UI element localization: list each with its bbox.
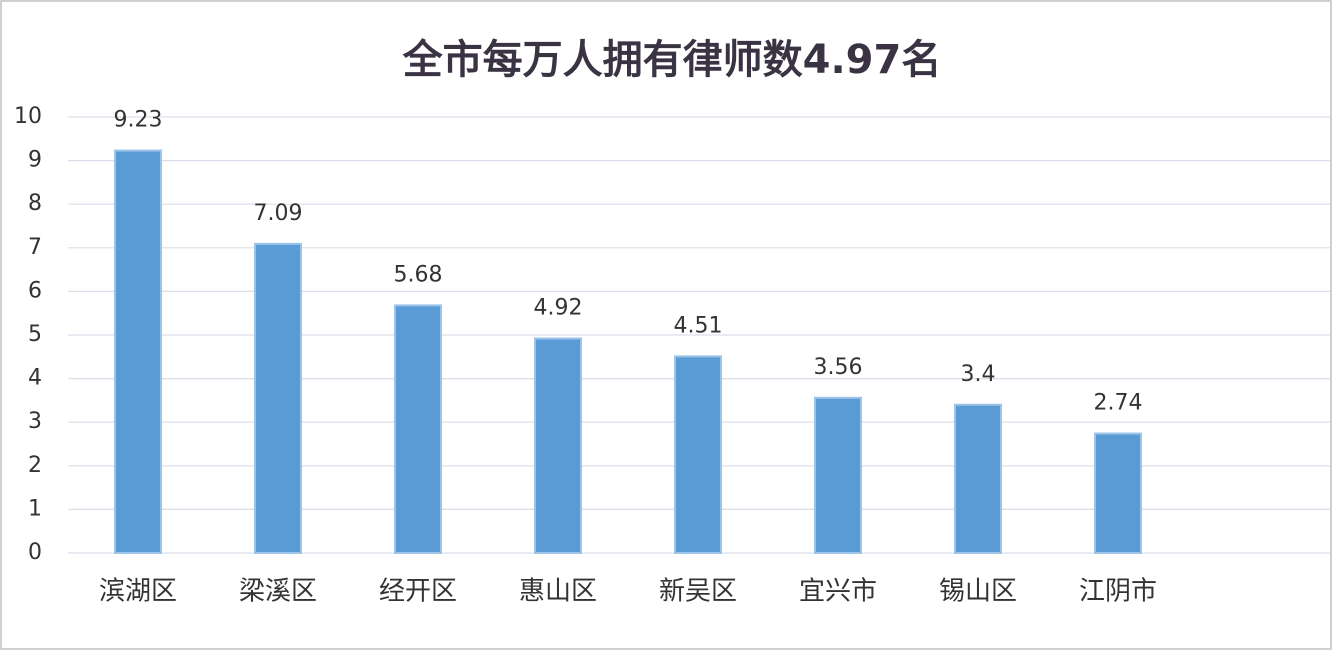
x-tick-label: 经开区 [379, 577, 457, 607]
chart-title: 全市每万人拥有律师数4.97名 [402, 37, 942, 83]
x-tick-label: 滨湖区 [99, 577, 177, 607]
value-label: 9.23 [114, 108, 163, 133]
y-tick-label: 8 [28, 191, 42, 216]
x-tick-label: 惠山区 [519, 577, 597, 607]
value-label: 3.4 [961, 362, 996, 387]
value-label: 4.51 [674, 313, 723, 338]
y-tick-label: 6 [28, 278, 42, 303]
bar [1094, 432, 1142, 555]
y-tick-label: 1 [28, 496, 42, 521]
y-tick-label: 3 [28, 409, 42, 434]
bar [254, 242, 302, 554]
bar [534, 337, 582, 554]
value-label: 2.74 [1094, 391, 1143, 416]
value-label: 3.56 [814, 355, 863, 380]
x-tick-label: 宜兴市 [799, 577, 877, 607]
x-tick-label: 江阴市 [1079, 577, 1157, 607]
y-tick-label: 10 [14, 104, 42, 129]
x-tick-label: 新吴区 [659, 577, 737, 607]
value-label: 4.92 [534, 295, 583, 320]
value-label: 5.68 [394, 262, 443, 287]
y-tick-label: 2 [28, 453, 42, 478]
value-label: 7.09 [254, 201, 303, 226]
bar [674, 355, 722, 555]
x-tick-label: 锡山区 [939, 577, 1017, 607]
y-tick-label: 5 [28, 322, 42, 347]
y-tick-label: 4 [28, 366, 42, 391]
bar [954, 403, 1002, 555]
bar [114, 149, 162, 555]
y-tick-label: 7 [28, 235, 42, 260]
bar [394, 304, 442, 554]
y-tick-label: 9 [28, 148, 42, 173]
bar [814, 396, 862, 554]
y-tick-label: 0 [28, 540, 42, 565]
x-tick-label: 梁溪区 [239, 577, 317, 607]
